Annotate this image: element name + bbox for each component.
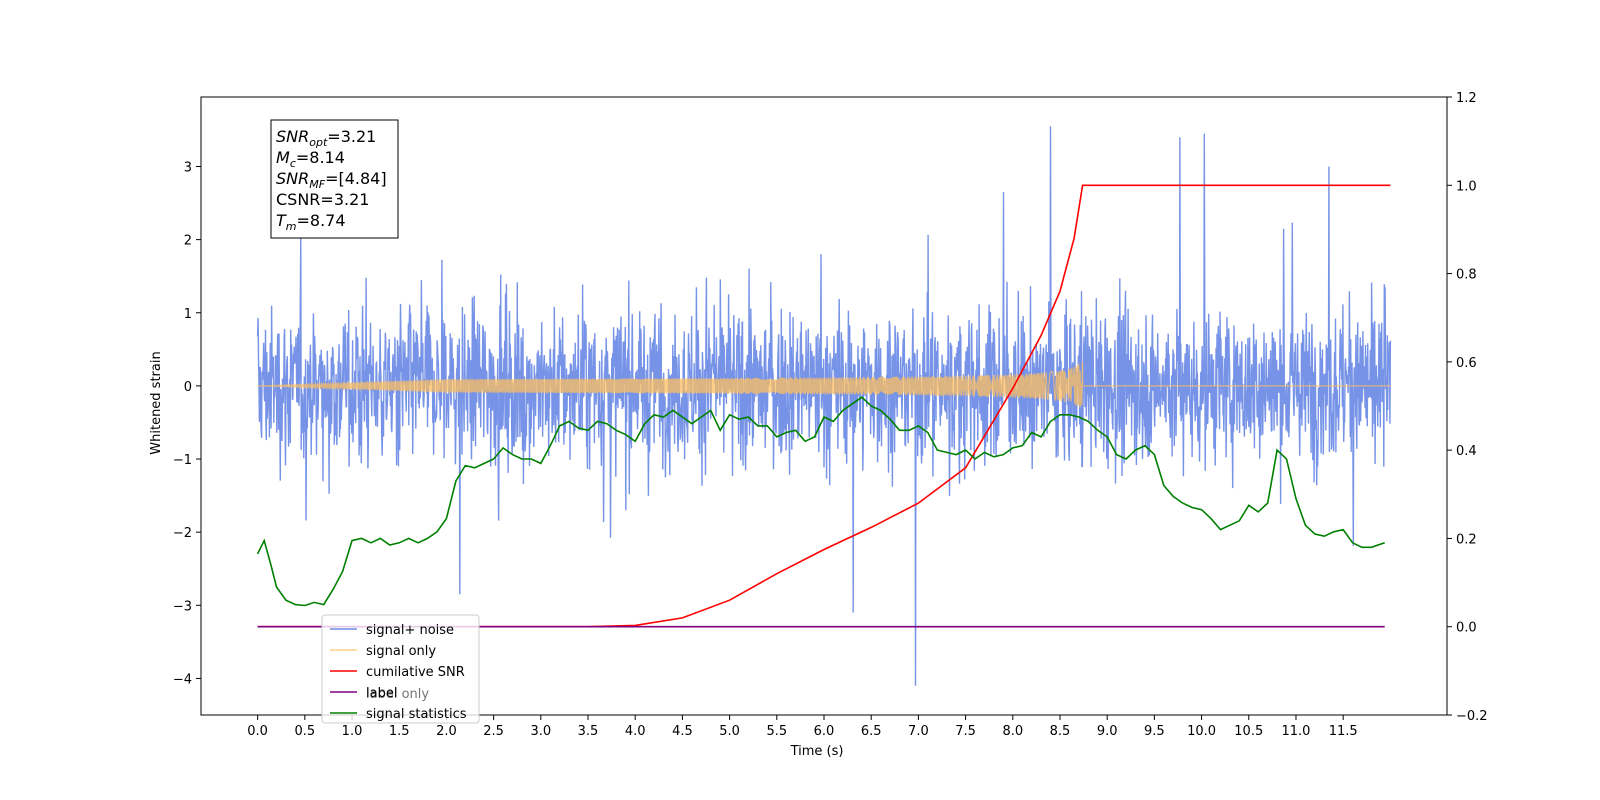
series-cumilative-snr-line xyxy=(257,184,1391,628)
x-tick-label: 6.0 xyxy=(814,724,835,739)
x-tick-label: 9.5 xyxy=(1144,724,1165,739)
y-tick-label: −2 xyxy=(173,526,192,541)
y-tick-label: 2 xyxy=(184,234,192,249)
info-box: SNRopt=3.21Mc=8.14SNRMF=[4.84]CSNR=3.21T… xyxy=(270,119,399,239)
info-line: CSNR=3.21 xyxy=(276,190,369,209)
x-tick-label: 2.0 xyxy=(436,724,457,739)
y-tick-label: 3 xyxy=(184,160,192,175)
x-tick-label: 0.0 xyxy=(247,724,268,739)
legend-label: signal+ noise xyxy=(366,623,454,638)
info-line: SNRMF=[4.84] xyxy=(276,169,387,191)
signal-layer xyxy=(257,362,1391,408)
info-line-subscript: MF xyxy=(309,178,325,191)
info-line-subscript: c xyxy=(290,157,296,170)
info-line-value: =8.74 xyxy=(297,211,346,230)
y2-tick-label: 0.0 xyxy=(1456,621,1477,636)
info-line-main: M xyxy=(276,148,290,167)
y-tick-label: −1 xyxy=(173,453,192,468)
x-tick-label: 11.0 xyxy=(1281,724,1310,739)
x-tick-label: 1.5 xyxy=(389,724,410,739)
x-tick-label: 10.5 xyxy=(1234,724,1263,739)
y2-tick-label: 1.2 xyxy=(1456,91,1477,106)
x-tick-label: 5.5 xyxy=(766,724,787,739)
info-box-frame xyxy=(270,119,399,239)
y2-tick-label: 0.2 xyxy=(1456,532,1477,547)
x-tick-label: 7.0 xyxy=(908,724,929,739)
info-line-value: =3.21 xyxy=(320,190,369,209)
axes-layer: 0.0 0.5 1.0 1.5 2.0 2.5 3.0 3.5 4.0 4.5 5.0 5.5 6.0 6… xyxy=(173,91,1488,739)
x-tick-label: 3.5 xyxy=(578,724,599,739)
x-tick-label: 9.0 xyxy=(1097,724,1118,739)
x-tick-label: 8.0 xyxy=(1002,724,1023,739)
y-tick-label: −4 xyxy=(173,672,192,687)
y-tick-label: −3 xyxy=(173,599,192,614)
info-line-value: =8.14 xyxy=(296,148,345,167)
info-line-subscript: m xyxy=(286,220,297,233)
legend-label: label xyxy=(366,686,397,701)
info-line-main: T xyxy=(276,211,287,230)
y2-tick-label: 1.0 xyxy=(1456,179,1477,194)
legend-label-hidden: label only xyxy=(366,687,429,702)
info-line-main: CSNR xyxy=(276,190,320,209)
x-tick-label: 6.5 xyxy=(861,724,882,739)
series-signal-only-line xyxy=(257,362,1391,408)
legend-label: signal statistics xyxy=(366,707,467,722)
legend-frame xyxy=(321,614,480,724)
info-line: Tm=8.74 xyxy=(276,211,346,233)
x-axis-label: Time (s) xyxy=(790,744,844,759)
y-tick-label: 0 xyxy=(184,380,192,395)
x-tick-label: 4.5 xyxy=(672,724,693,739)
info-line: Mc=8.14 xyxy=(276,148,345,170)
y-tick-label: 1 xyxy=(184,307,192,322)
x-tick-label: 0.5 xyxy=(294,724,315,739)
series-signal-statistics-line xyxy=(256,396,1385,607)
x-tick-label: 3.0 xyxy=(530,724,551,739)
info-line-main: SNR xyxy=(276,127,309,146)
x-tick-label: 7.5 xyxy=(955,724,976,739)
info-line: SNRopt=3.21 xyxy=(276,127,376,149)
y-axis-label: Whitened strain xyxy=(149,351,164,454)
x-tick-label: 1.0 xyxy=(342,724,363,739)
legend-label: signal only xyxy=(366,644,436,659)
legend-label: cumilative SNR xyxy=(366,665,465,680)
series-signal-noise-line xyxy=(256,126,1392,686)
info-line-subscript: opt xyxy=(309,136,328,149)
y2-tick-label: 0.4 xyxy=(1456,444,1477,459)
legend: signal+ noise signal only cumilative SNR la… xyxy=(321,614,480,724)
info-line-main: SNR xyxy=(276,169,309,188)
y2-tick-label: 0.6 xyxy=(1456,356,1477,371)
x-tick-label: 10.0 xyxy=(1187,724,1216,739)
y2-tick-label: 0.8 xyxy=(1456,268,1477,283)
x-tick-label: 11.5 xyxy=(1329,724,1358,739)
x-tick-label: 4.0 xyxy=(625,724,646,739)
y2-tick-label: −0.2 xyxy=(1456,709,1488,724)
x-tick-label: 8.5 xyxy=(1050,724,1071,739)
x-tick-label: 2.5 xyxy=(483,724,504,739)
x-tick-label: 5.0 xyxy=(719,724,740,739)
info-line-value: =[4.84] xyxy=(325,169,387,188)
info-line-value: =3.21 xyxy=(327,127,376,146)
noise-layer xyxy=(256,126,1392,686)
